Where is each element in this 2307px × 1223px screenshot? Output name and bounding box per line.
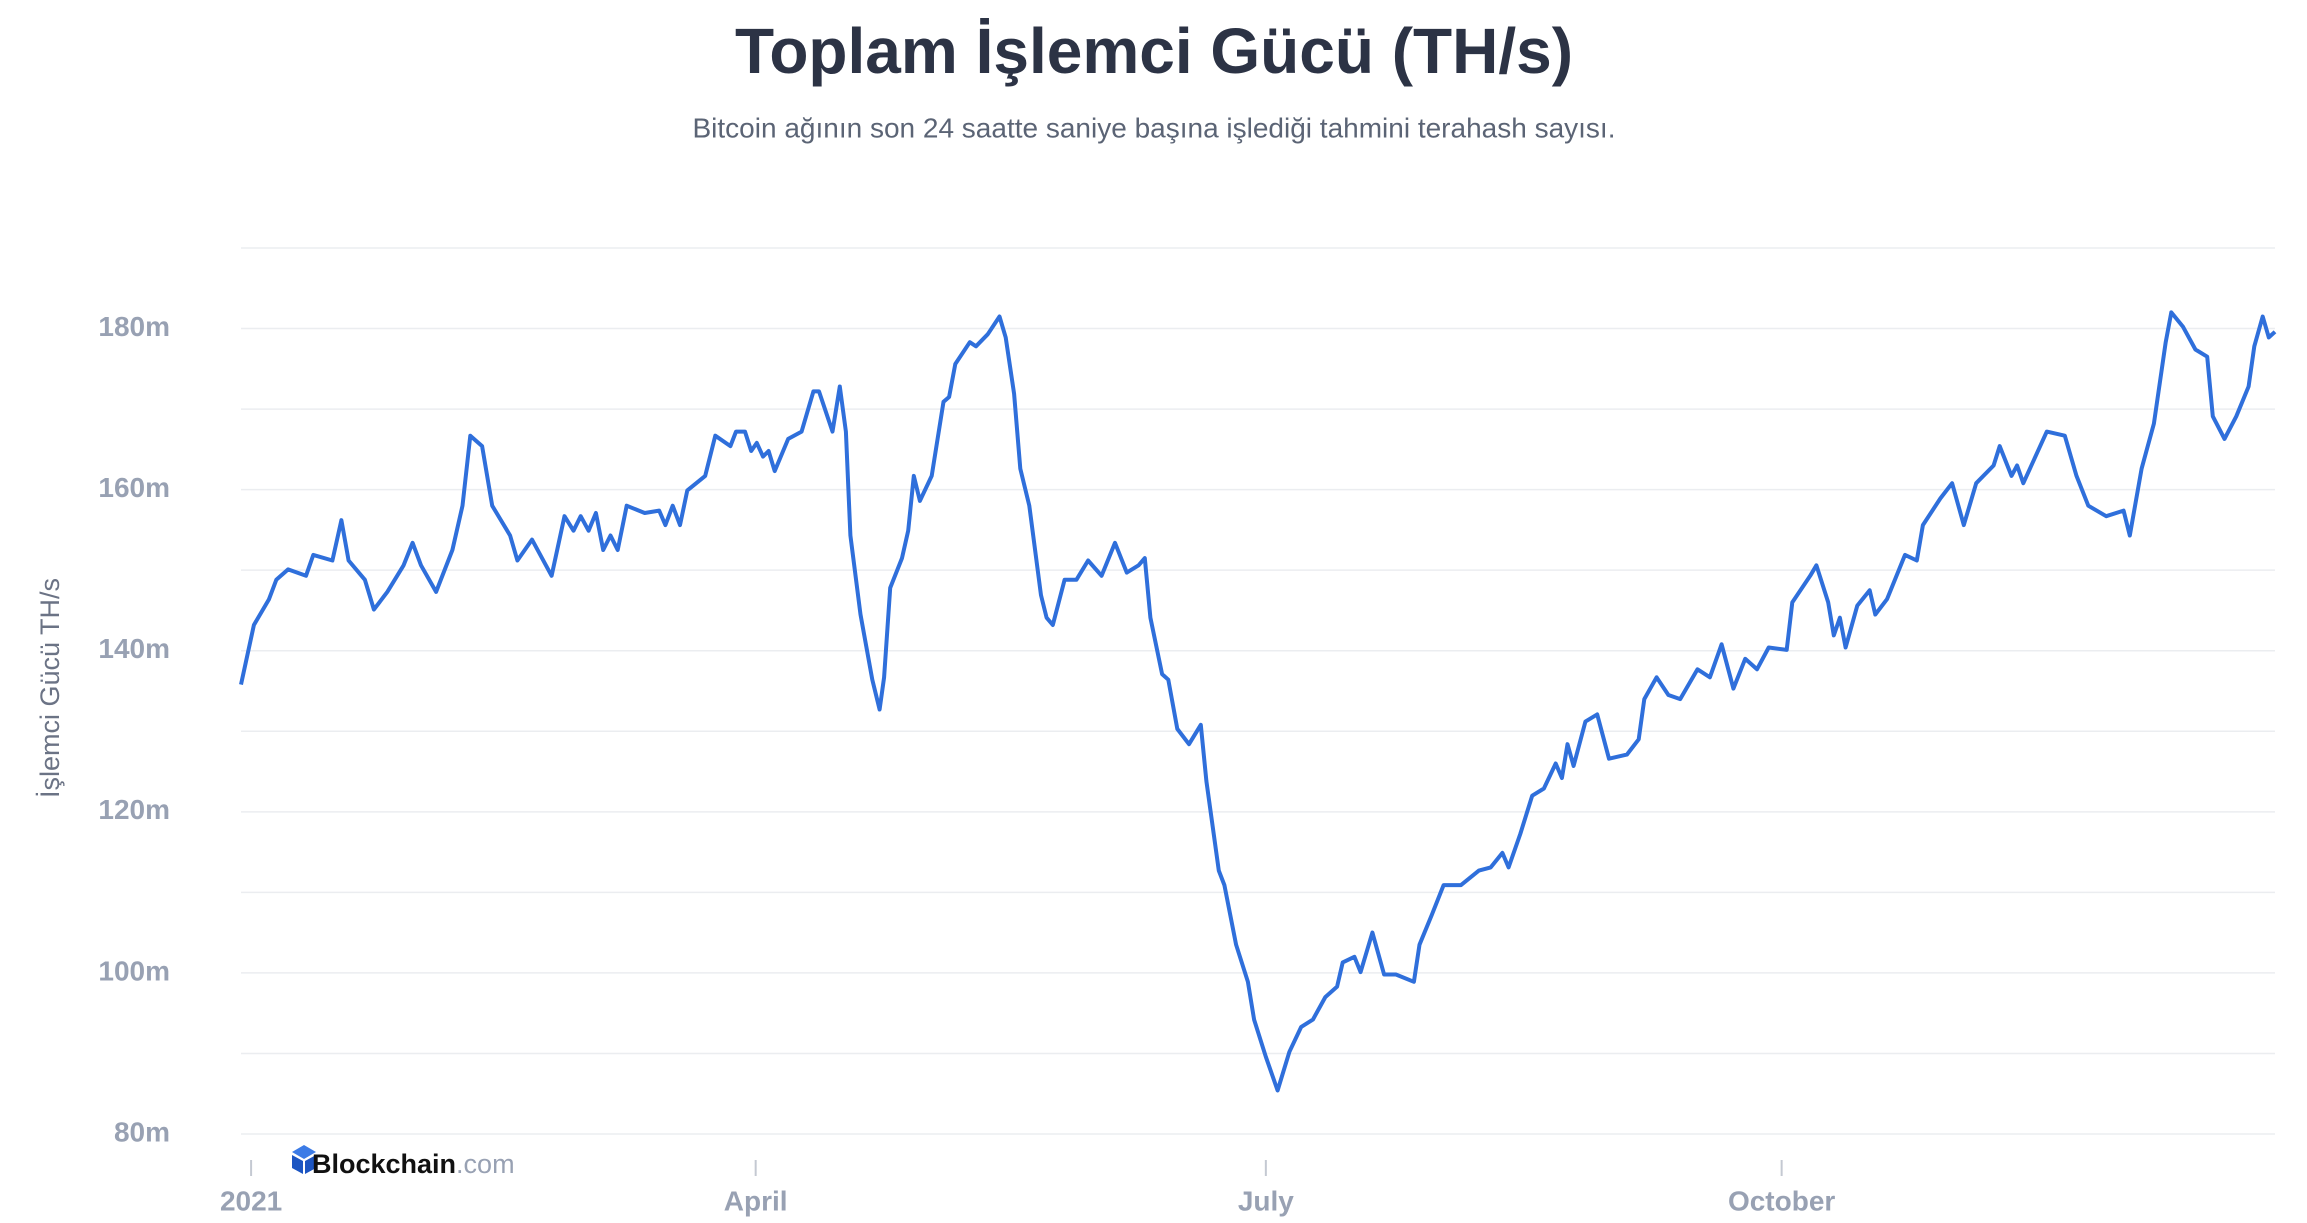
chart-title: Toplam İşlemci Gücü (TH/s) [735, 15, 1573, 87]
data-line [239, 310, 2277, 1093]
y-tick-label: 80m [114, 1116, 170, 1147]
brand: Blockchain.com [292, 1145, 515, 1179]
y-tick-label: 140m [98, 633, 170, 664]
x-tick-label: October [1728, 1185, 1835, 1216]
y-tick-label: 120m [98, 794, 170, 825]
y-tick-label: 100m [98, 955, 170, 986]
y-axis-title: İşlemci Gücü TH/s [34, 578, 65, 798]
brand-suffix: .com [456, 1149, 515, 1179]
brand-icon [292, 1145, 316, 1159]
chart-subtitle: Bitcoin ağının son 24 saatte saniye başı… [693, 112, 1616, 143]
x-tick-label: 2021 [220, 1185, 282, 1216]
brand-text: Blockchain.com [312, 1149, 515, 1179]
x-tick-label: July [1238, 1185, 1294, 1216]
y-tick-label: 160m [98, 472, 170, 503]
brand-name: Blockchain [312, 1149, 456, 1179]
x-tick-label: April [724, 1185, 788, 1216]
brand-icon [292, 1155, 316, 1174]
y-tick-label: 180m [98, 311, 170, 342]
